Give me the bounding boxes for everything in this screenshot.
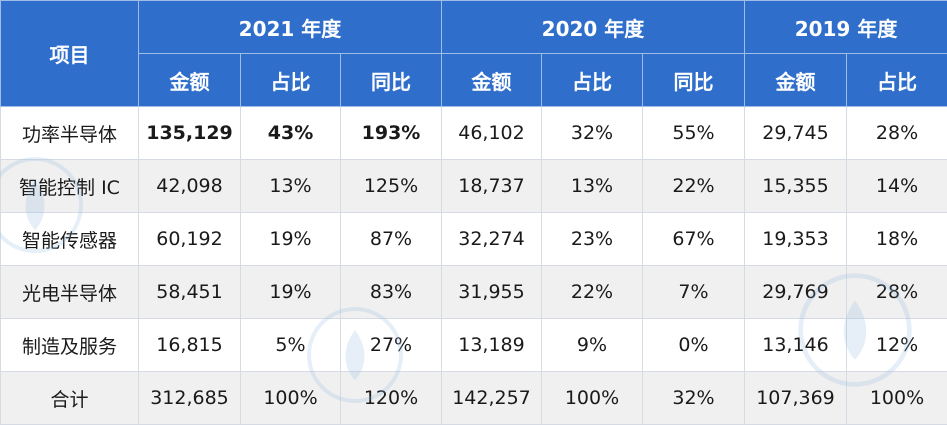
table-cell: 7% xyxy=(642,265,745,319)
table-cell: 19,353 xyxy=(744,212,847,266)
table-cell: 28% xyxy=(845,106,947,160)
header-share-2019: 占比 xyxy=(845,53,947,107)
table-cell: 60,192 xyxy=(138,212,241,266)
table-cell: 42,098 xyxy=(138,159,241,213)
table-row: 光电半导体 58,451 19% 83% 31,955 22% 7% 29,76… xyxy=(0,265,947,319)
table-cell: 32% xyxy=(642,371,745,425)
header-yoy-2020: 同比 xyxy=(642,53,745,107)
table-cell: 193% xyxy=(340,106,442,160)
header-row-metrics: 金额 占比 同比 金额 占比 同比 金额 占比 xyxy=(1,53,947,107)
table-row: 功率半导体 135,129 43% 193% 46,102 32% 55% 29… xyxy=(0,106,947,160)
table-cell: 46,102 xyxy=(441,106,542,160)
table-cell: 67% xyxy=(642,212,745,266)
table-cell: 19% xyxy=(240,265,341,319)
header-year-2019: 2019 年度 xyxy=(743,0,947,54)
table-cell: 125% xyxy=(340,159,442,213)
header-amount-2020: 金额 xyxy=(441,53,542,107)
row-label: 智能控制 IC xyxy=(0,159,139,213)
table-cell: 32,274 xyxy=(441,212,542,266)
table-cell: 12% xyxy=(845,318,947,372)
table-cell: 22% xyxy=(541,265,643,319)
header-share-2020: 占比 xyxy=(541,53,643,107)
table-cell: 13,146 xyxy=(744,318,847,372)
table-cell: 29,745 xyxy=(744,106,847,160)
header-amount-2019: 金额 xyxy=(744,53,847,107)
table-cell: 9% xyxy=(541,318,643,372)
table-cell: 13% xyxy=(541,159,643,213)
table-cell: 58,451 xyxy=(138,265,241,319)
header-share-2021: 占比 xyxy=(240,53,341,107)
row-label: 功率半导体 xyxy=(0,106,139,160)
table-cell: 16,815 xyxy=(138,318,241,372)
header-yoy-2021: 同比 xyxy=(340,53,442,107)
table-cell: 15,355 xyxy=(744,159,847,213)
header-item: 项目 xyxy=(0,0,139,107)
header-amount-2021: 金额 xyxy=(138,53,241,107)
table-cell: 55% xyxy=(642,106,745,160)
table-cell: 23% xyxy=(541,212,643,266)
row-label: 智能传感器 xyxy=(0,212,139,266)
table-cell: 18,737 xyxy=(441,159,542,213)
table-cell: 13,189 xyxy=(441,318,542,372)
table-row: 智能控制 IC 42,098 13% 125% 18,737 13% 22% 1… xyxy=(0,159,947,213)
table-cell: 83% xyxy=(340,265,442,319)
table-cell: 32% xyxy=(541,106,643,160)
row-label: 合计 xyxy=(0,371,139,425)
table-cell: 31,955 xyxy=(441,265,542,319)
table-row: 智能传感器 60,192 19% 87% 32,274 23% 67% 19,3… xyxy=(0,212,947,266)
table-cell: 19% xyxy=(240,212,341,266)
header-year-2021: 2021 年度 xyxy=(138,0,442,54)
table-cell: 107,369 xyxy=(744,371,847,425)
row-label: 制造及服务 xyxy=(0,318,139,372)
table-cell: 27% xyxy=(340,318,442,372)
table-cell: 18% xyxy=(845,212,947,266)
table-cell: 0% xyxy=(642,318,745,372)
table-cell: 22% xyxy=(642,159,745,213)
table-row: 制造及服务 16,815 5% 27% 13,189 9% 0% 13,146 … xyxy=(0,318,947,372)
table-cell: 43% xyxy=(240,106,341,160)
table-cell: 135,129 xyxy=(138,106,241,160)
table-cell: 142,257 xyxy=(441,371,542,425)
header-year-2020: 2020 年度 xyxy=(441,0,745,54)
table-cell: 100% xyxy=(240,371,341,425)
table-cell: 5% xyxy=(240,318,341,372)
table-cell: 100% xyxy=(541,371,643,425)
table-cell: 87% xyxy=(340,212,442,266)
table-cell: 28% xyxy=(845,265,947,319)
row-label: 光电半导体 xyxy=(0,265,139,319)
table-cell: 120% xyxy=(340,371,442,425)
header-row-years: 项目 2021 年度 2020 年度 2019 年度 xyxy=(0,0,947,107)
table-cell: 100% xyxy=(845,371,947,425)
table-cell: 14% xyxy=(845,159,947,213)
table-cell: 13% xyxy=(240,159,341,213)
table-cell: 312,685 xyxy=(138,371,241,425)
table-cell: 29,769 xyxy=(744,265,847,319)
table-row-total: 合计 312,685 100% 120% 142,257 100% 32% 10… xyxy=(0,371,947,425)
